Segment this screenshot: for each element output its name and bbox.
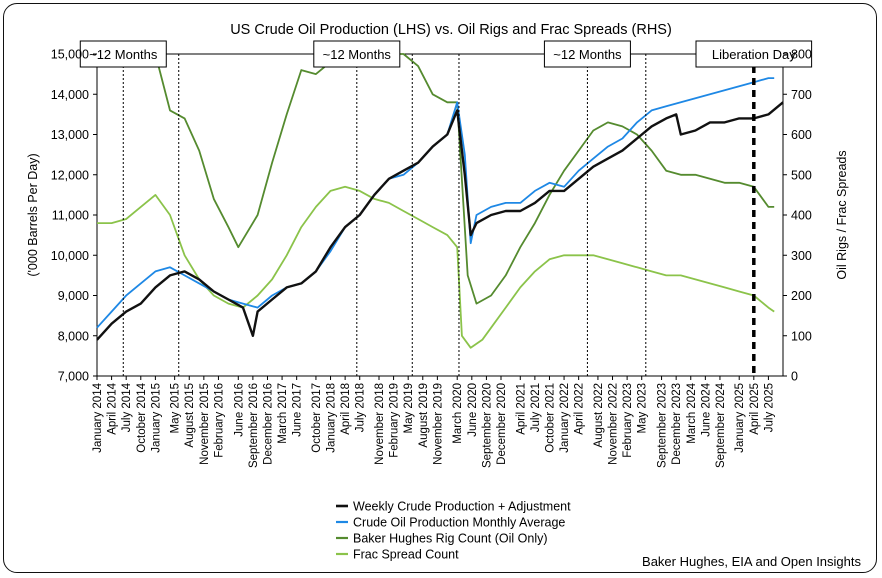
x-tick-label: January 2015 bbox=[150, 383, 162, 453]
x-tick-label: May 2023 bbox=[637, 383, 649, 434]
x-tick-label: November 2018 bbox=[374, 383, 386, 465]
x-tick-label: November 2015 bbox=[199, 383, 211, 465]
annotation-box-4: Liberation Day bbox=[695, 40, 813, 68]
x-tick-label: November 2022 bbox=[608, 383, 620, 465]
x-tick-label: November 2019 bbox=[432, 383, 444, 465]
y-tick-label-left: 8,000 bbox=[58, 329, 89, 343]
x-tick-label: February 2019 bbox=[389, 383, 401, 458]
x-tick-label: April 2021 bbox=[515, 383, 527, 435]
x-tick-label: October 2017 bbox=[311, 383, 323, 453]
x-tick-label: August 2015 bbox=[184, 383, 196, 448]
y-tick-label-left: 13,000 bbox=[51, 128, 89, 142]
x-tick-label: April 2025 bbox=[749, 383, 761, 435]
x-tick-label: August 2019 bbox=[418, 383, 430, 448]
x-tick-label: March 2020 bbox=[452, 383, 464, 444]
x-tick-label: September 2023 bbox=[657, 383, 669, 468]
x-tick-label: December 2016 bbox=[263, 383, 275, 465]
chart-title: US Crude Oil Production (LHS) vs. Oil Ri… bbox=[230, 22, 672, 38]
x-tick-label: March 2017 bbox=[277, 383, 289, 444]
x-tick-label: June 2017 bbox=[292, 383, 304, 437]
legend-label-3: Baker Hughes Rig Count (Oil Only) bbox=[353, 532, 548, 546]
x-tick-label: February 2023 bbox=[622, 383, 634, 458]
x-tick-label: October 2021 bbox=[545, 383, 557, 453]
x-tick-label: January 2025 bbox=[734, 383, 746, 453]
x-tick-label: May 2019 bbox=[403, 383, 415, 434]
annotation-box-3: ~12 Months bbox=[543, 40, 631, 68]
y-tick-label-left: 14,000 bbox=[51, 88, 89, 102]
y-tick-label-right: 200 bbox=[791, 289, 812, 303]
y-tick-label-right: 0 bbox=[791, 370, 798, 384]
x-tick-label: July 2021 bbox=[530, 383, 542, 432]
x-tick-label: April 2018 bbox=[340, 383, 352, 435]
x-tick-label: February 2016 bbox=[213, 383, 225, 458]
y-tick-label-right: 700 bbox=[791, 88, 812, 102]
legend-label-1: Weekly Crude Production + Adjustment bbox=[353, 500, 571, 514]
y-tick-label-left: 12,000 bbox=[51, 168, 89, 182]
x-tick-label: June 2020 bbox=[467, 383, 479, 437]
x-tick-label: August 2022 bbox=[593, 383, 605, 448]
annotation-label: Liberation Day bbox=[712, 47, 796, 62]
x-tick-label: June 2024 bbox=[700, 382, 712, 436]
x-tick-label: July 2014 bbox=[121, 382, 133, 432]
x-tick-label: September 2024 bbox=[715, 382, 727, 468]
legend: Weekly Crude Production + Adjustment Crud… bbox=[336, 500, 571, 562]
x-tick-label: April 2014 bbox=[107, 382, 119, 434]
y-tick-label-right: 500 bbox=[791, 168, 812, 182]
y-axis-label-left: ('000 Barrels Per Day) bbox=[26, 153, 40, 276]
x-tick-label: October 2014 bbox=[136, 382, 148, 452]
x-tick-label: May 2015 bbox=[170, 383, 182, 434]
y-tick-label-left: 11,000 bbox=[52, 209, 89, 223]
series-lines bbox=[96, 53, 784, 349]
x-tick-label: December 2020 bbox=[496, 383, 508, 465]
x-tick-label: January 2018 bbox=[326, 383, 338, 453]
axes: 7,000 8,000 9,000 10,000 11,000 12,000 13,000 1… bbox=[51, 48, 812, 469]
annotation-label: ~12 Months bbox=[89, 47, 158, 62]
x-tick-label: June 2016 bbox=[233, 383, 245, 437]
annotation-rect bbox=[543, 40, 631, 68]
x-tick-label: September 2016 bbox=[248, 383, 260, 468]
series-line-4 bbox=[97, 185, 775, 349]
y-tick-label-right: 800 bbox=[791, 48, 812, 62]
x-tick-label: September 2020 bbox=[481, 383, 493, 468]
series-line-3 bbox=[154, 53, 775, 305]
y-tick-label-right: 400 bbox=[791, 209, 812, 223]
annotation-rect bbox=[695, 40, 813, 68]
x-tick-label: January 2022 bbox=[559, 383, 571, 453]
y-axis-label-right: Oil Rigs / Frac Spreads bbox=[835, 150, 849, 279]
y-tick-label-left: 10,000 bbox=[51, 249, 89, 263]
y-tick-label-right: 600 bbox=[791, 128, 812, 142]
x-tick-label: July 2018 bbox=[355, 383, 367, 432]
x-tick-label: January 2014 bbox=[92, 382, 104, 452]
x-tick-label: December 2023 bbox=[671, 383, 683, 465]
annotation-rect bbox=[313, 40, 401, 68]
y-tick-label-right: 100 bbox=[791, 329, 812, 343]
y-tick-label-left: 7,000 bbox=[58, 370, 89, 384]
series-line-1 bbox=[96, 101, 784, 341]
annotations: ~12 Months ~12 Months ~12 Months Liberation… bbox=[79, 40, 813, 376]
annotation-label: ~12 Months bbox=[323, 47, 392, 62]
annotation-label: ~12 Months bbox=[553, 47, 622, 62]
legend-label-4: Frac Spread Count bbox=[353, 548, 459, 562]
source-note: Baker Hughes, EIA and Open Insights bbox=[642, 554, 861, 569]
y-tick-label-left: 15,000 bbox=[51, 48, 89, 62]
y-tick-label-left: 9,000 bbox=[58, 289, 89, 303]
y-tick-label-right: 300 bbox=[791, 249, 812, 263]
annotation-box-2: ~12 Months bbox=[313, 40, 401, 68]
x-tick-label: April 2022 bbox=[574, 383, 586, 435]
chart-frame bbox=[3, 3, 877, 573]
x-tick-label: March 2024 bbox=[686, 382, 698, 443]
legend-label-2: Crude Oil Production Monthly Average bbox=[353, 516, 565, 530]
x-tick-label: July 2025 bbox=[763, 383, 775, 432]
